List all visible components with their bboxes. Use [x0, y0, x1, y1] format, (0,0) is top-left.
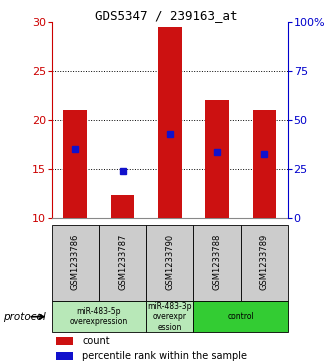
- Text: GSM1233787: GSM1233787: [118, 233, 127, 290]
- Bar: [158, 26, 182, 218]
- Text: GSM1233788: GSM1233788: [212, 233, 222, 290]
- Bar: [56, 337, 73, 345]
- Bar: [64, 110, 87, 218]
- Bar: [111, 195, 134, 218]
- Bar: [99, 225, 146, 301]
- Bar: [52, 301, 146, 332]
- Text: count: count: [82, 336, 110, 346]
- Bar: [193, 225, 241, 301]
- Text: miR-483-3p
overexpr
ession: miR-483-3p overexpr ession: [148, 302, 192, 332]
- Bar: [241, 225, 288, 301]
- Text: miR-483-5p
overexpression: miR-483-5p overexpression: [70, 307, 128, 326]
- Bar: [56, 352, 73, 360]
- Bar: [205, 100, 229, 218]
- Text: GSM1233789: GSM1233789: [260, 233, 269, 290]
- Bar: [193, 301, 288, 332]
- Text: GSM1233786: GSM1233786: [71, 233, 80, 290]
- Text: GSM1233790: GSM1233790: [165, 233, 174, 290]
- Text: control: control: [227, 312, 254, 321]
- Bar: [252, 110, 276, 218]
- Text: percentile rank within the sample: percentile rank within the sample: [82, 351, 247, 361]
- Bar: [146, 301, 193, 332]
- Text: protocol: protocol: [3, 312, 46, 322]
- Text: GDS5347 / 239163_at: GDS5347 / 239163_at: [95, 9, 238, 22]
- Bar: [52, 225, 99, 301]
- Bar: [146, 225, 193, 301]
